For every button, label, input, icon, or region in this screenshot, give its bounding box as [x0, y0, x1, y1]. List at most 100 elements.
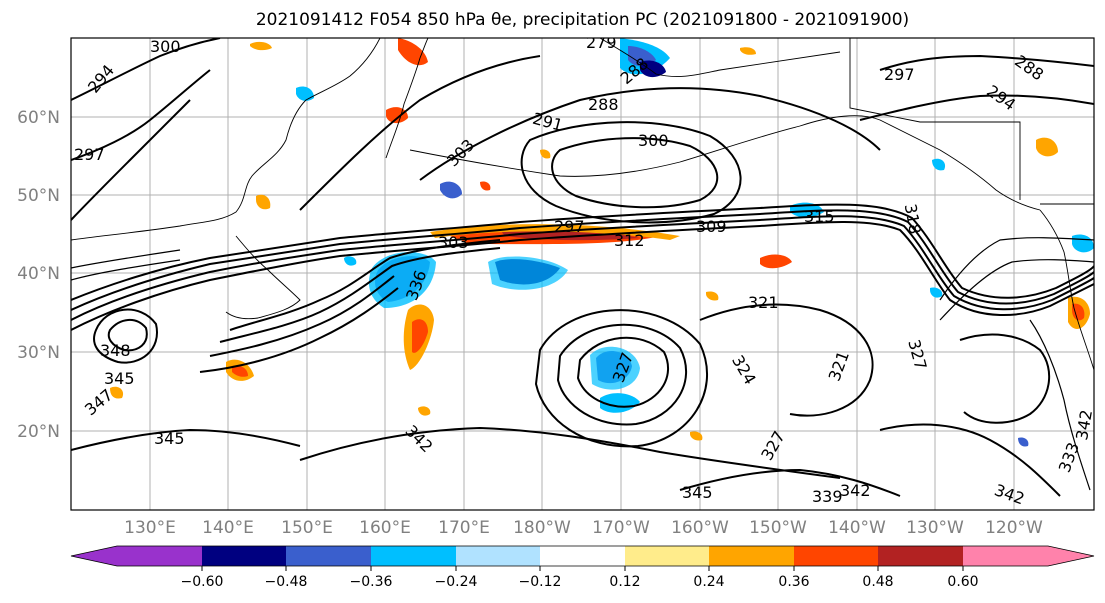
- theta-e-contours-thin: [71, 237, 1094, 491]
- precip-negative-dateline-edge: [488, 256, 568, 290]
- contour-label: 303: [438, 233, 469, 252]
- map-title: 2021091412 F054 850 hPa θe, precipitatio…: [255, 10, 910, 30]
- contour-label: 342: [840, 481, 871, 500]
- precip-band-positive-core: [500, 228, 640, 241]
- contour-label: 321: [748, 293, 779, 312]
- colorbar-extend-high: [1048, 546, 1094, 566]
- contour-label: 297: [884, 65, 915, 84]
- contour-line: [939, 237, 1094, 301]
- longitude-label: 150°E: [281, 518, 333, 538]
- colorbar-segment: [540, 546, 625, 566]
- contour-line: [219, 247, 501, 343]
- contour-line: [556, 323, 687, 426]
- contour-line: [199, 287, 399, 373]
- precip-negative-bering-east: [640, 60, 666, 78]
- contour-line: [71, 203, 1094, 301]
- colorbar-extend-low: [71, 546, 117, 566]
- contour-line: [209, 275, 395, 357]
- precip-negative-edge: [368, 252, 436, 308]
- longitude-label: 180°W: [513, 518, 571, 538]
- contour-label: 345: [154, 429, 185, 448]
- contour-label: 288: [588, 95, 619, 114]
- contour-line: [71, 221, 1094, 331]
- colorbar-segment: [625, 546, 709, 566]
- precip-positive-small-g: [706, 291, 719, 301]
- contour-line: [879, 423, 1061, 497]
- contour-line: [107, 319, 148, 352]
- contour-line: [699, 303, 874, 417]
- precip-negative-small-l: [932, 158, 946, 171]
- contour-line: [71, 38, 221, 101]
- contour-line: [576, 336, 669, 408]
- colorbar-tick-label: 0.24: [693, 574, 724, 590]
- coastline-north-america: [1039, 209, 1094, 371]
- contour-line: [71, 249, 181, 269]
- border-alaska-canada: [849, 38, 1021, 200]
- precip-positive-small-b: [740, 47, 756, 55]
- map-frame: [70, 37, 1095, 511]
- colorbar-segment: [117, 546, 202, 566]
- colorbar-segment: [963, 546, 1048, 566]
- precip-negative-west: [296, 86, 314, 101]
- colorbar-segment: [794, 546, 878, 566]
- longitude-label: 120°W: [985, 518, 1043, 538]
- colorbar-segment: [709, 546, 794, 566]
- precip-negative-japan-sea: [440, 181, 462, 199]
- coastlines: [71, 38, 1094, 371]
- precip-negative-small-e: [344, 256, 357, 266]
- coastline-bering: [599, 38, 841, 77]
- contour-label: 297: [74, 145, 105, 164]
- colorbar-tick-label: 0.12: [609, 574, 640, 590]
- contour-line: [939, 259, 1094, 321]
- colorbar-tick-label: −0.48: [265, 574, 308, 590]
- precip-positive-japan-core: [232, 365, 248, 377]
- colorbar-segment: [286, 546, 371, 566]
- colorbar-tick-label: −0.36: [350, 574, 393, 590]
- contour-line: [93, 308, 158, 364]
- precip-positive-okhotsk: [398, 38, 428, 66]
- contour-label: 339: [812, 487, 843, 506]
- latitude-label: 50°N: [17, 186, 60, 206]
- contour-line: [71, 259, 181, 281]
- colorbar-segments: [117, 546, 1048, 566]
- longitude-labels: 130°E 140°E 150°E 160°E 170°E 180°W 170°…: [124, 518, 1043, 538]
- map-panel: 300 294 297 303 291 288 279 288 300 297 …: [70, 37, 1095, 511]
- longitude-label: 150°W: [749, 518, 807, 538]
- colorbar-segment: [202, 546, 286, 566]
- contour-line: [299, 55, 541, 211]
- precip-positive-alaska: [1036, 137, 1058, 157]
- latitude-label: 60°N: [17, 108, 60, 128]
- contour-label: 309: [696, 217, 727, 236]
- precip-negative-typhoon-south: [600, 393, 640, 413]
- latitude-label: 40°N: [17, 264, 60, 284]
- contour-line: [1029, 319, 1091, 491]
- contour-line: [679, 468, 901, 497]
- contour-line: [551, 137, 719, 209]
- precip-positive-west: [256, 194, 271, 210]
- precip-negative-small-f: [930, 287, 943, 298]
- contour-line: [419, 87, 881, 181]
- coastline-kamchatka: [385, 38, 429, 159]
- latitude-label: 30°N: [17, 343, 60, 363]
- colorbar-segment: [456, 546, 540, 566]
- precip-positive-small-c: [540, 149, 551, 159]
- precip-positive-aleutians: [760, 254, 792, 269]
- longitude-label: 130°W: [906, 518, 964, 538]
- contour-line: [71, 209, 1094, 311]
- contour-label: 312: [614, 231, 645, 250]
- contour-line: [520, 121, 742, 224]
- coastline-asia: [71, 38, 381, 241]
- precip-positive-west-coast-core: [1072, 303, 1085, 321]
- coastline-japan: [225, 235, 301, 320]
- longitude-label: 140°E: [202, 518, 254, 538]
- precip-negative-typhoon-edge: [590, 346, 640, 390]
- longitude-label: 170°W: [592, 518, 650, 538]
- precip-positive-subtropics-core: [412, 319, 428, 353]
- colorbar-tick-label: −0.12: [519, 574, 562, 590]
- longitude-label: 160°W: [671, 518, 729, 538]
- contour-line: [229, 239, 501, 331]
- precip-negative-small-i: [1018, 437, 1029, 447]
- theta-e-contours: [71, 38, 1094, 497]
- precip-positive-small-k: [110, 386, 124, 399]
